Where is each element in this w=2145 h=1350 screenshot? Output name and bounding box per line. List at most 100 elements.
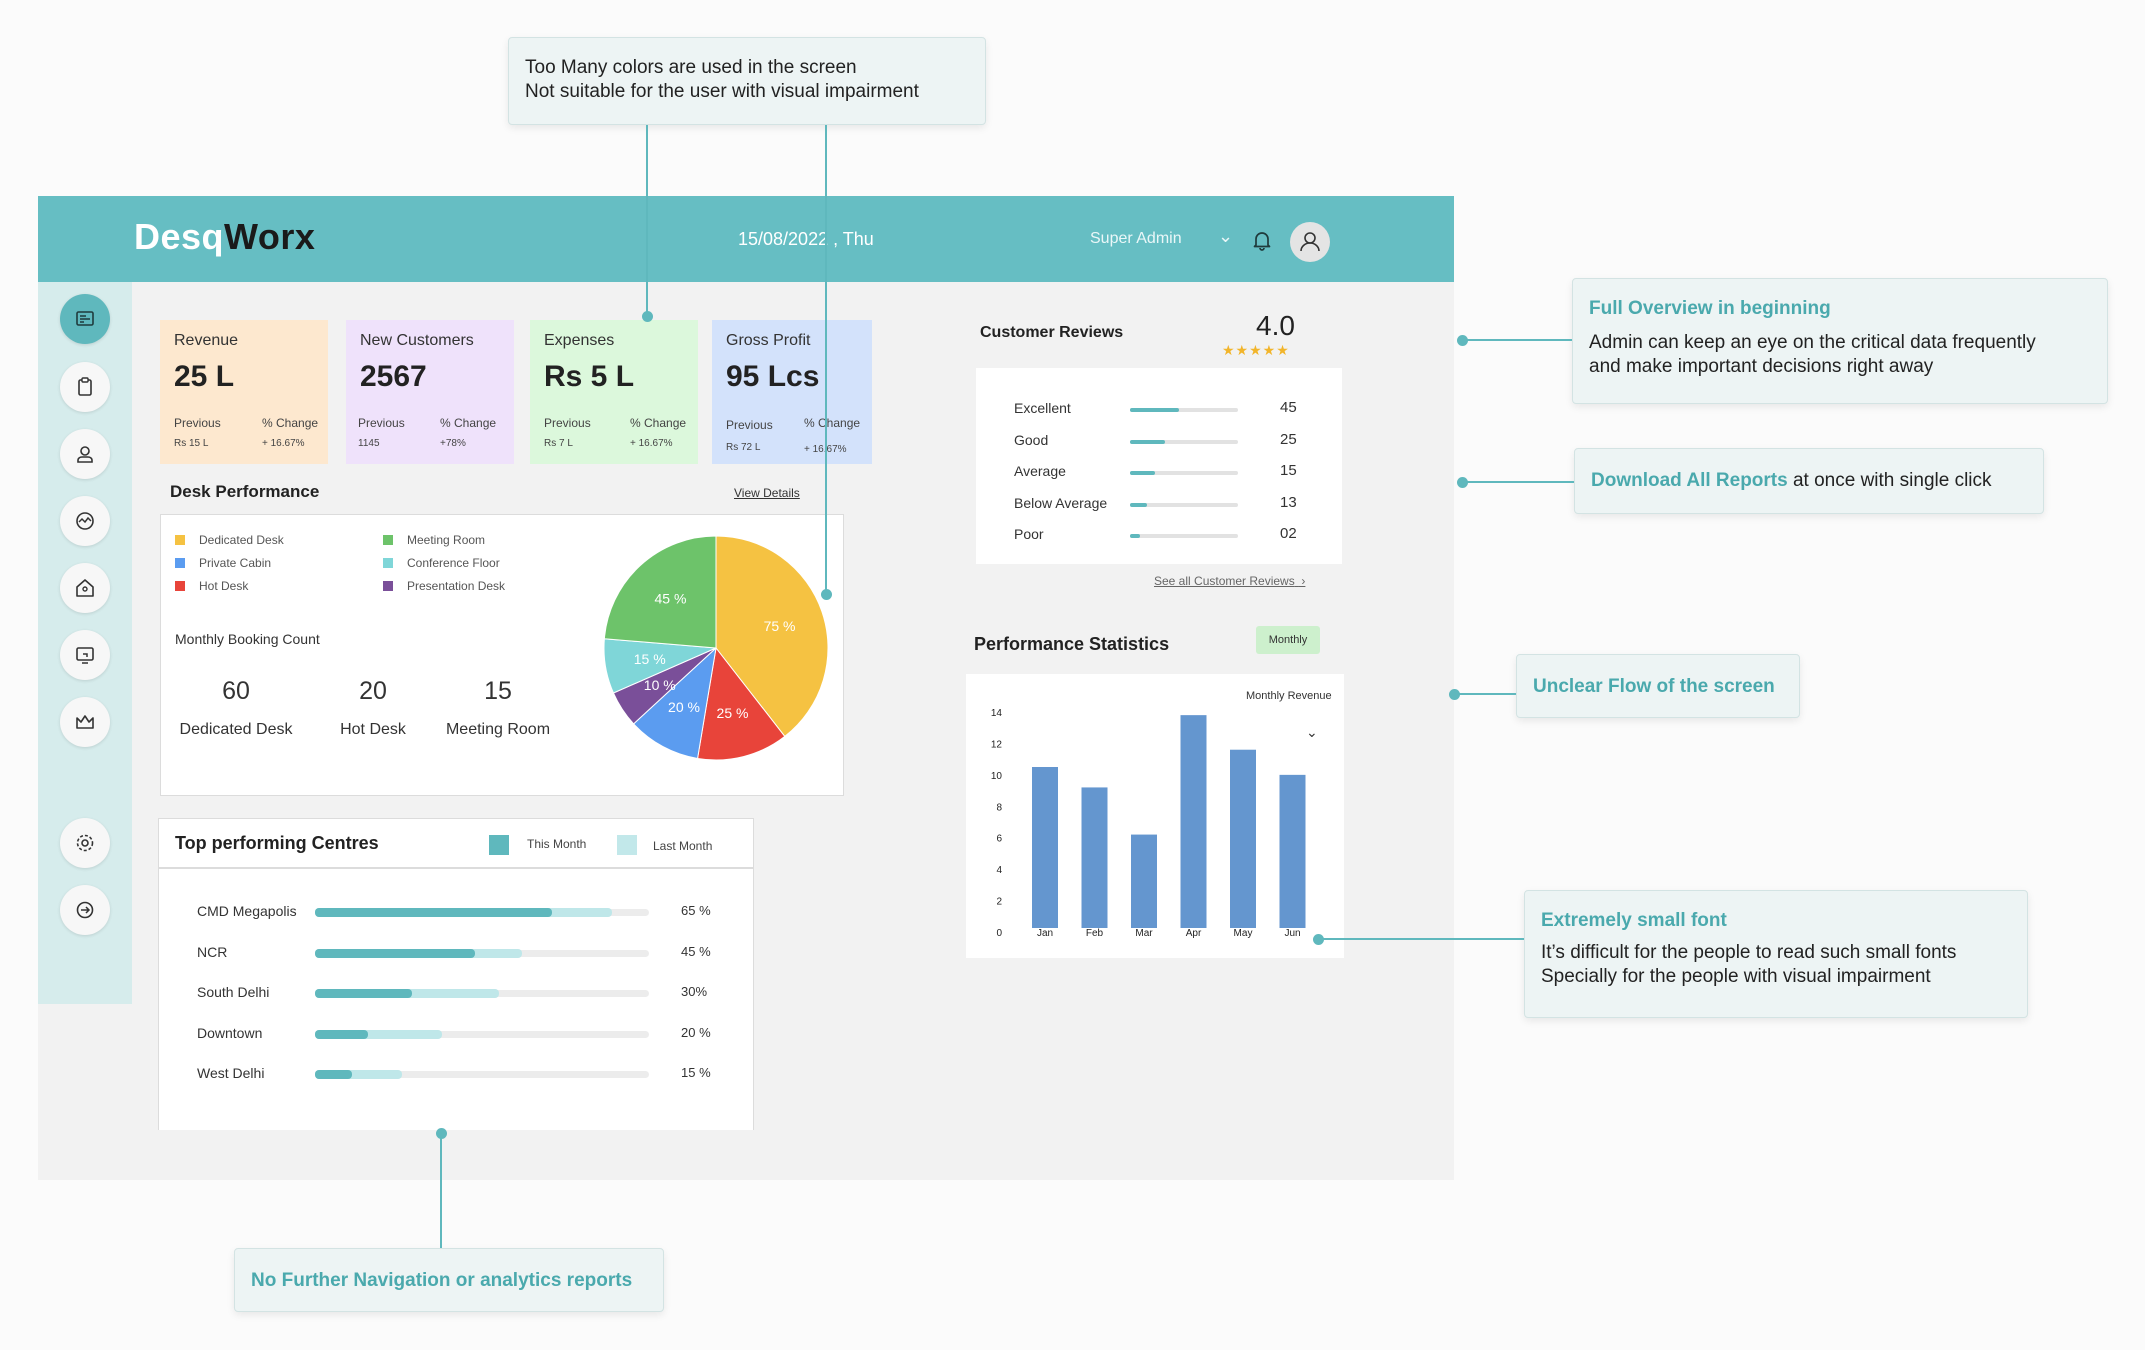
sidebar-item-dashboard[interactable] <box>60 294 110 344</box>
centre-bar-this-month <box>315 989 412 998</box>
centre-bar-this-month <box>315 948 476 958</box>
kpi-card-revenue[interactable]: Revenue 25 L Previous % Change Rs 15 L +… <box>160 320 328 464</box>
legend-item: Meeting Room <box>383 533 485 547</box>
revenue-bar[interactable] <box>1032 767 1058 928</box>
kpi-card-expenses[interactable]: Expenses Rs 5 L Previous % Change Rs 7 L… <box>530 320 698 464</box>
revenue-bar[interactable] <box>1081 787 1108 928</box>
chevron-down-icon[interactable]: ⌄ <box>1218 226 1234 246</box>
count-value: 15 <box>484 677 512 705</box>
review-bar-fill <box>1130 408 1179 412</box>
connector-dot <box>821 589 832 600</box>
legend-swatch <box>383 535 393 545</box>
review-label: Excellent <box>1014 400 1071 416</box>
role-selector-label[interactable]: Super Admin <box>1090 230 1182 247</box>
centre-percent: 65 % <box>681 903 711 918</box>
sidebar-item-settings[interactable] <box>60 818 110 868</box>
review-bar-track <box>1130 534 1238 538</box>
sidebar-item-centres[interactable] <box>60 563 110 613</box>
sidebar-item-customers[interactable] <box>60 429 110 479</box>
connector-line <box>825 125 827 595</box>
kpi-prev-value: Rs 7 L <box>544 438 573 449</box>
connector-dot <box>1449 689 1460 700</box>
review-count: 02 <box>1280 525 1297 542</box>
revenue-bar[interactable] <box>1230 749 1256 928</box>
avatar[interactable] <box>1290 222 1330 262</box>
kpi-prev-label: Previous <box>174 416 221 430</box>
sidebar-item-display[interactable] <box>60 630 110 680</box>
legend-item: Private Cabin <box>175 556 271 570</box>
sidebar-item-premium[interactable] <box>60 697 110 747</box>
pie-slice[interactable] <box>632 646 717 760</box>
desk-performance-title: Desk Performance <box>170 482 320 501</box>
review-bar-track <box>1130 439 1238 444</box>
y-tick-label: 2 <box>996 897 1002 908</box>
connector-line <box>440 1134 442 1248</box>
connector-dot <box>436 1128 447 1139</box>
kpi-title: Expenses <box>544 332 615 349</box>
kpi-change-label: % Change <box>804 416 861 430</box>
view-details-link[interactable]: View Details <box>734 486 800 500</box>
callout-title: Extremely small font <box>1541 910 1727 931</box>
user-icon <box>77 446 93 463</box>
performance-statistics-title: Performance Statistics <box>974 634 1170 654</box>
count-label: Hot Desk <box>340 721 406 738</box>
kpi-card-gross-profit[interactable]: Gross Profit 95 Lcs Previous % Change Rs… <box>712 320 872 464</box>
connector-line <box>1462 481 1574 483</box>
callout-title: Unclear Flow of the screen <box>1533 676 1775 697</box>
performance-chart-panel: Monthly Revenue ⌄ 0 2 4 6 8 10 12 14 Jan Feb Mar Ap… <box>966 674 1344 958</box>
dashboard-app: DesqWorx 15/08/2022 , Thu Super Admin ⌄ <box>38 196 1454 1180</box>
top-centres-title: Top performing Centres <box>175 833 379 853</box>
sidebar-item-bookings[interactable] <box>60 362 110 412</box>
legend-item: Dedicated Desk <box>175 533 284 547</box>
y-tick-label: 8 <box>996 802 1002 813</box>
top-centres-panel: Top performing Centres This Month Last M… <box>158 818 754 1130</box>
connector-dot <box>1313 934 1324 945</box>
review-count: 13 <box>1280 493 1297 511</box>
clipboard-icon <box>78 377 92 396</box>
connector-dot <box>1457 477 1468 488</box>
kpi-value: Rs 5 L <box>544 360 635 393</box>
pie-slice[interactable] <box>715 535 829 738</box>
kpi-change-value: +78% <box>440 438 466 449</box>
kpi-card-new-customers[interactable]: New Customers 2567 Previous % Change 114… <box>346 320 514 464</box>
legend-swatch <box>383 558 393 568</box>
pie-slice-label: 15 % <box>634 651 666 667</box>
revenue-bar[interactable] <box>1131 834 1157 928</box>
kpi-prev-label: Previous <box>726 418 773 432</box>
connector-line <box>1318 938 1524 940</box>
review-bar-track <box>1130 502 1238 507</box>
centre-bar-last-month <box>315 1029 442 1039</box>
reviews-panel: Excellent 45 Good 25 Average 15 Below Average 1… <box>976 368 1342 564</box>
callout-navigation: No Further Navigation or analytics repor… <box>234 1248 664 1312</box>
kpi-change-label: % Change <box>440 416 497 430</box>
kpi-value: 2567 <box>360 360 427 393</box>
sidebar-item-logout[interactable] <box>60 885 110 935</box>
revenue-bar[interactable] <box>1279 774 1306 928</box>
callout-line: Specially for the people with visual imp… <box>1541 966 1931 987</box>
period-filter-button[interactable]: Monthly <box>1256 626 1320 654</box>
pie-slice[interactable] <box>603 535 717 649</box>
revenue-bar[interactable] <box>1180 715 1207 928</box>
kpi-value: 25 L <box>174 360 235 393</box>
sidebar-item-analytics[interactable] <box>60 496 110 546</box>
callout-title: Full Overview in beginning <box>1589 298 1831 319</box>
desk-pie-chart: 75 % 25 % 20 % 10 % 15 % 45 % <box>603 535 829 761</box>
see-all-reviews-link[interactable]: See all Customer Reviews › <box>1154 574 1306 588</box>
centre-name: West Delhi <box>197 1065 265 1081</box>
review-label: Good <box>1014 431 1049 448</box>
top-bar: DesqWorx 15/08/2022 , Thu Super Admin ⌄ <box>38 196 1454 282</box>
callout-line: Not suitable for the user with visual im… <box>525 81 919 102</box>
callout-line: and make important decisions right away <box>1589 356 1934 377</box>
review-label: Average <box>1014 463 1066 479</box>
legend-swatch-this-month <box>489 835 509 855</box>
centre-bar-track <box>315 1071 649 1078</box>
home-icon <box>76 579 94 597</box>
bell-icon[interactable] <box>1250 228 1274 252</box>
pie-slice[interactable] <box>696 646 786 761</box>
legend-swatch <box>175 535 185 545</box>
y-tick-label: 10 <box>991 771 1003 782</box>
callout-small-font: Extremely small font It’s difficult for … <box>1524 890 2028 1018</box>
series-label: Monthly Revenue <box>1246 690 1332 702</box>
chevron-down-icon[interactable]: ⌄ <box>1306 724 1318 740</box>
app-logo[interactable]: DesqWorx <box>134 216 316 257</box>
